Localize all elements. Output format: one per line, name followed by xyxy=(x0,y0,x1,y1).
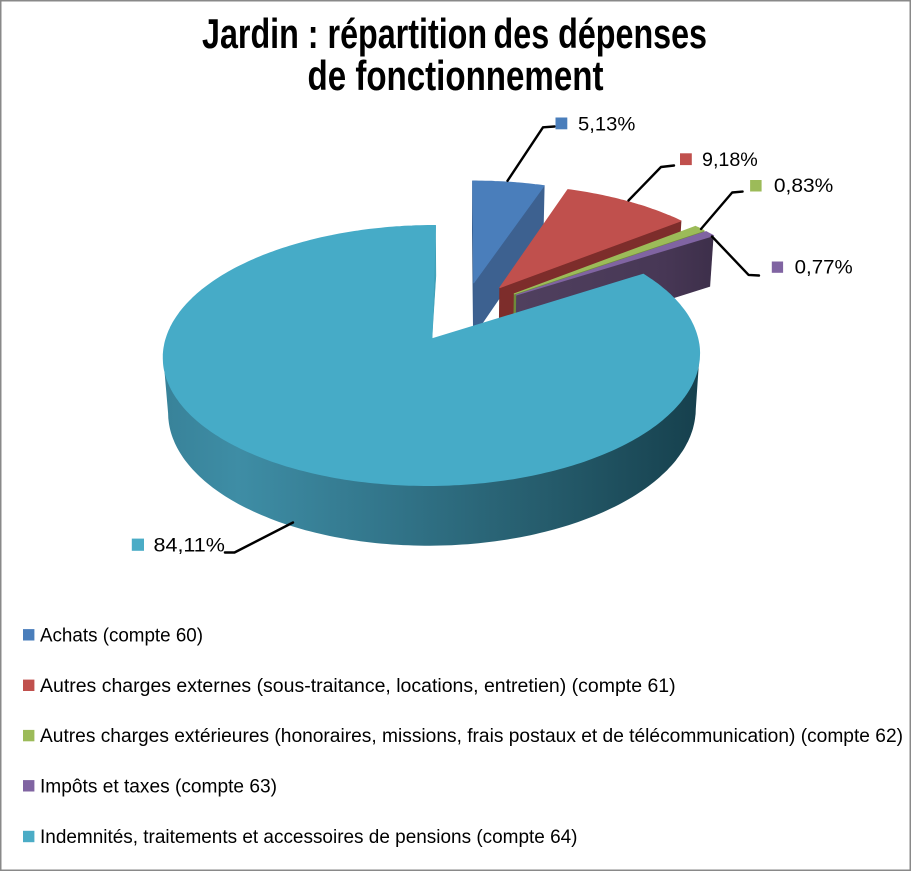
svg-text:Achats (compte 60): Achats (compte 60) xyxy=(40,625,203,646)
svg-text:Autres charges externes (sous-: Autres charges externes (sous-traitance,… xyxy=(40,676,676,697)
svg-text:0,83%: 0,83% xyxy=(774,176,834,197)
svg-text:Autres charges extérieures (ho: Autres charges extérieures (honoraires, … xyxy=(40,726,903,747)
svg-text:Indemnités, traitements et acc: Indemnités, traitements et accessoires d… xyxy=(40,827,578,848)
svg-text:Jardin : répartition des dépen: Jardin : répartition des dépenses xyxy=(202,10,707,57)
svg-text:Impôts et taxes (compte 63): Impôts et taxes (compte 63) xyxy=(40,776,277,797)
svg-text:9,18%: 9,18% xyxy=(702,150,758,171)
svg-text:de fonctionnement: de fonctionnement xyxy=(308,52,604,99)
svg-text:5,13%: 5,13% xyxy=(578,115,635,136)
svg-text:0,77%: 0,77% xyxy=(795,258,853,279)
svg-text:84,11%: 84,11% xyxy=(154,536,226,557)
